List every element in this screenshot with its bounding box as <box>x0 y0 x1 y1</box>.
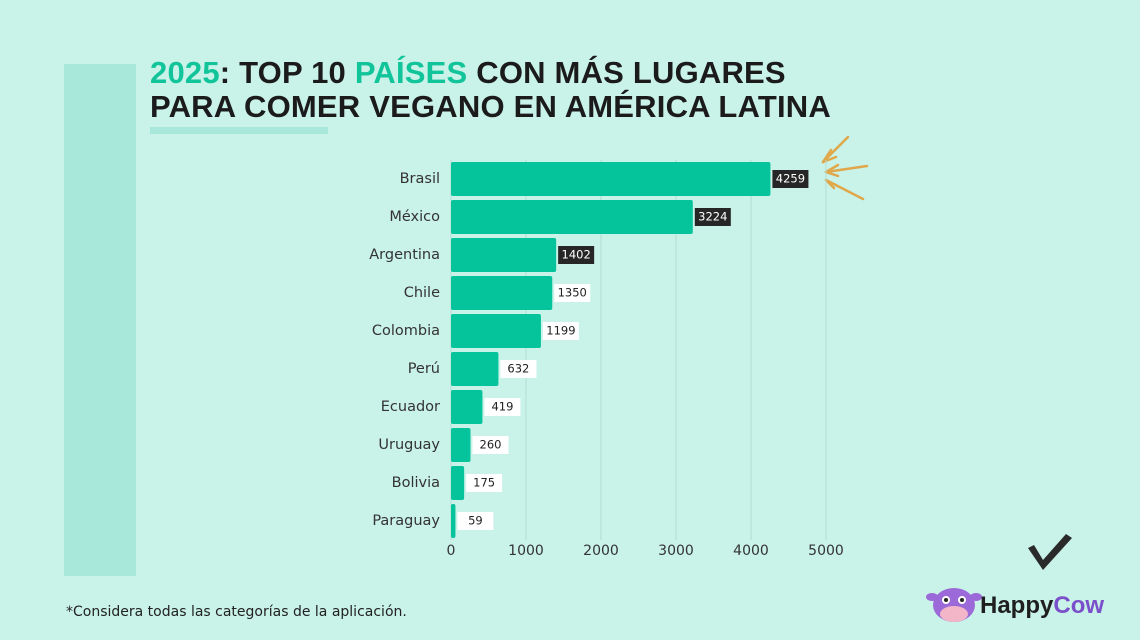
footnote: *Considera todas las categorías de la ap… <box>66 604 407 620</box>
bar <box>451 428 471 462</box>
title-underline <box>150 127 328 134</box>
bar <box>451 238 557 272</box>
value-label-bg <box>694 208 731 226</box>
value-label: 3224 <box>698 210 727 224</box>
x-tick-label: 4000 <box>733 543 769 559</box>
x-tick-label: 0 <box>447 543 456 559</box>
chart-title: 2025: TOP 10 PAÍSES CON MÁS LUGARES PARA … <box>150 56 831 124</box>
x-tick-label: 2000 <box>583 543 619 559</box>
y-tick-label: México <box>389 209 440 225</box>
brand: HappyCow <box>980 592 1104 619</box>
value-label-bg <box>500 360 537 378</box>
value-label: 260 <box>480 438 502 452</box>
title-line: 2025: TOP 10 PAÍSES CON MÁS LUGARES <box>150 56 831 90</box>
title-segment: : TOP 10 <box>219 55 355 90</box>
brand-part: Happy <box>980 592 1054 619</box>
bar <box>451 466 465 500</box>
y-tick-label: Chile <box>404 285 440 301</box>
title-segment: PAÍSES <box>354 55 468 90</box>
title-segment: PARA COMER VEGANO EN AMÉRICA LATINA <box>150 89 831 124</box>
title-segment: CON MÁS LUGARES <box>467 55 786 90</box>
bar <box>451 504 456 538</box>
y-tick-label: Ecuador <box>381 399 440 415</box>
bar <box>451 200 693 234</box>
y-tick-label: Perú <box>408 361 440 377</box>
value-label: 1402 <box>562 248 591 262</box>
y-tick-label: Argentina <box>369 247 440 263</box>
value-label-bg <box>484 398 521 416</box>
value-label-bg <box>772 170 809 188</box>
value-label: 175 <box>473 476 495 490</box>
decor-panel <box>64 64 136 576</box>
bar <box>451 162 771 196</box>
value-label: 59 <box>468 514 483 528</box>
x-tick-label: 5000 <box>808 543 844 559</box>
value-label-bg <box>542 322 579 340</box>
value-label-bg <box>472 436 509 454</box>
value-label-bg <box>554 284 591 302</box>
value-label-bg <box>466 474 503 492</box>
highlight-arrows <box>821 135 869 201</box>
title-segment: 2025 <box>150 55 220 90</box>
cow-logo <box>926 588 982 622</box>
value-label-bg <box>558 246 595 264</box>
value-label: 1199 <box>546 324 575 338</box>
bar <box>451 314 541 348</box>
value-label: 1350 <box>558 286 587 300</box>
value-label: 419 <box>491 400 513 414</box>
bar <box>451 352 499 386</box>
y-tick-label: Bolivia <box>392 475 440 491</box>
y-tick-label: Colombia <box>372 323 440 339</box>
value-label: 632 <box>507 362 529 376</box>
x-tick-label: 3000 <box>658 543 694 559</box>
y-tick-label: Uruguay <box>378 437 440 453</box>
bar <box>451 276 553 310</box>
value-label-bg <box>457 512 494 530</box>
brand-part: Cow <box>1053 592 1104 619</box>
check-icon <box>1028 534 1072 570</box>
value-label: 4259 <box>776 172 805 186</box>
y-tick-label: Brasil <box>400 171 440 187</box>
x-tick-label: 1000 <box>508 543 544 559</box>
bar <box>451 390 483 424</box>
y-tick-label: Paraguay <box>372 513 440 529</box>
title-line: PARA COMER VEGANO EN AMÉRICA LATINA <box>150 90 831 124</box>
